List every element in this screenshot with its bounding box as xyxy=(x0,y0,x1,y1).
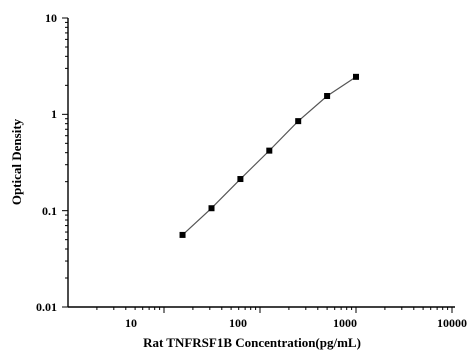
y-tick-label: 0.1 xyxy=(42,204,57,218)
y-axis-title: Optical Density xyxy=(9,118,24,205)
data-point xyxy=(295,118,302,125)
data-point xyxy=(266,147,273,154)
plot-area xyxy=(62,17,455,313)
y-tick-labels: 0.01 0.1 1 10 xyxy=(36,11,57,314)
data-layer xyxy=(179,73,359,238)
data-point xyxy=(237,176,244,183)
y-tick-label: 10 xyxy=(45,11,57,25)
y-ticks xyxy=(62,17,68,308)
y-tick-label: 1 xyxy=(51,107,57,121)
x-axis-title: Rat TNFRSF1B Concentration(pg/mL) xyxy=(143,335,361,350)
y-tick-label: 0.01 xyxy=(36,300,57,314)
x-tick-label: 100 xyxy=(229,316,247,330)
x-tick-label: 1000 xyxy=(333,316,357,330)
x-ticks xyxy=(96,307,453,313)
x-tick-labels: 10 100 1000 10000 xyxy=(125,316,467,330)
data-point xyxy=(208,205,215,212)
x-tick-label: 10 xyxy=(125,316,137,330)
data-point xyxy=(179,231,186,238)
x-tick-label: 10000 xyxy=(437,316,467,330)
data-point xyxy=(324,93,331,99)
data-point xyxy=(353,73,359,80)
